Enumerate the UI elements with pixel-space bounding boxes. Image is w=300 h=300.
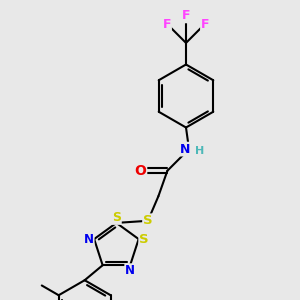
Text: N: N bbox=[125, 264, 135, 277]
Text: S: S bbox=[139, 232, 149, 246]
Text: S: S bbox=[112, 211, 121, 224]
Text: N: N bbox=[180, 142, 190, 156]
Text: F: F bbox=[163, 18, 171, 31]
Text: H: H bbox=[195, 146, 204, 156]
Text: F: F bbox=[182, 9, 190, 22]
Text: O: O bbox=[134, 164, 146, 178]
Text: N: N bbox=[84, 232, 94, 246]
Text: F: F bbox=[201, 18, 209, 31]
Text: S: S bbox=[143, 214, 153, 227]
